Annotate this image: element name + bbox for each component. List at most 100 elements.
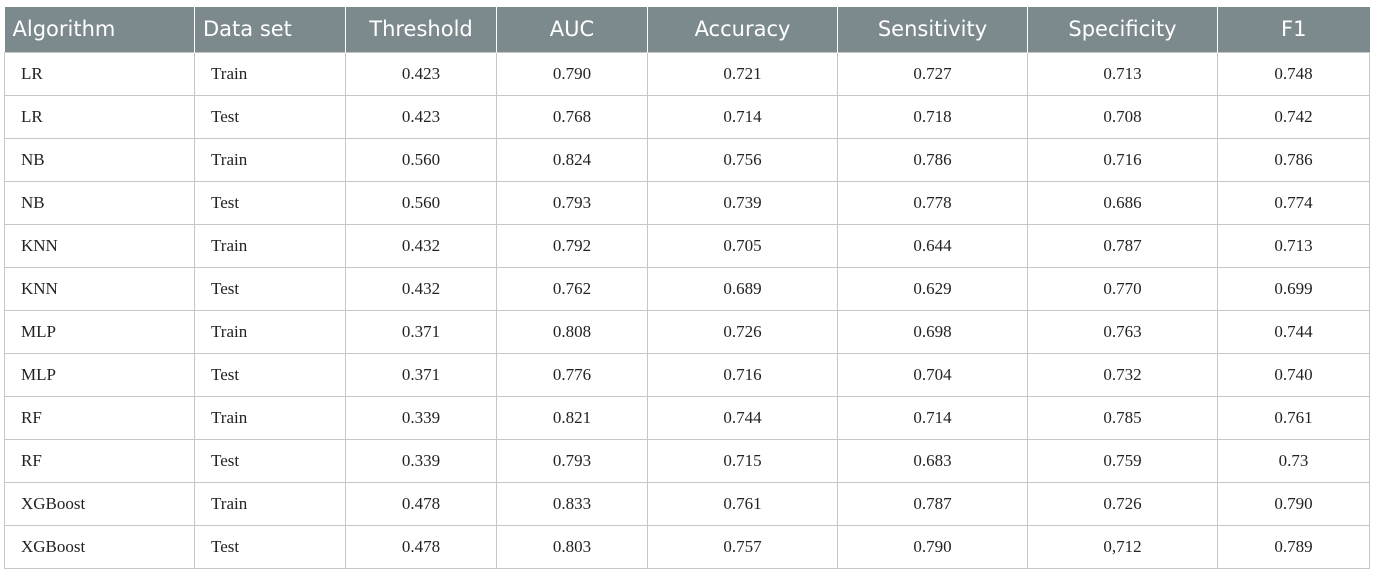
column-header-auc: AUC: [496, 7, 648, 52]
cell-sensitivity: 0.778: [837, 180, 1028, 225]
cell-auc: 0.821: [496, 395, 648, 440]
cell-auc: 0.776: [496, 352, 648, 397]
cell-f1: 0.73: [1217, 438, 1370, 483]
table-row: RF Test 0.339 0.793 0.715 0.683 0.759 0.73: [4, 438, 1370, 483]
cell-auc: 0.792: [496, 223, 648, 268]
cell-data-set: Train: [194, 395, 346, 440]
cell-data-set: Test: [194, 438, 346, 483]
cell-sensitivity: 0.714: [837, 395, 1028, 440]
cell-accuracy: 0.761: [647, 481, 838, 526]
cell-accuracy: 0.715: [647, 438, 838, 483]
cell-data-set: Train: [194, 137, 346, 182]
cell-specificity: 0,712: [1027, 524, 1218, 569]
cell-auc: 0.768: [496, 94, 648, 139]
cell-algorithm: KNN: [4, 223, 195, 268]
cell-threshold: 0.371: [345, 309, 497, 354]
cell-accuracy: 0.689: [647, 266, 838, 311]
table-body: LR Train 0.423 0.790 0.721 0.727 0.713 0.748 LR T…: [4, 51, 1370, 569]
cell-sensitivity: 0.718: [837, 94, 1028, 139]
cell-algorithm: NB: [4, 137, 195, 182]
cell-threshold: 0.423: [345, 51, 497, 96]
cell-algorithm: XGBoost: [4, 524, 195, 569]
cell-accuracy: 0.721: [647, 51, 838, 96]
cell-auc: 0.793: [496, 438, 648, 483]
table-row: RF Train 0.339 0.821 0.744 0.714 0.785 0.761: [4, 395, 1370, 440]
cell-specificity: 0.726: [1027, 481, 1218, 526]
cell-data-set: Train: [194, 223, 346, 268]
cell-accuracy: 0.705: [647, 223, 838, 268]
cell-specificity: 0.708: [1027, 94, 1218, 139]
cell-accuracy: 0.716: [647, 352, 838, 397]
column-header-accuracy: Accuracy: [647, 7, 838, 52]
cell-algorithm: LR: [4, 51, 195, 96]
cell-f1: 0.790: [1217, 481, 1370, 526]
cell-sensitivity: 0.683: [837, 438, 1028, 483]
cell-threshold: 0.339: [345, 438, 497, 483]
cell-sensitivity: 0.644: [837, 223, 1028, 268]
table-row: MLP Test 0.371 0.776 0.716 0.704 0.732 0.740: [4, 352, 1370, 397]
cell-accuracy: 0.756: [647, 137, 838, 182]
cell-accuracy: 0.726: [647, 309, 838, 354]
table-row: LR Train 0.423 0.790 0.721 0.727 0.713 0.748: [4, 51, 1370, 96]
cell-sensitivity: 0.787: [837, 481, 1028, 526]
table-row: KNN Train 0.432 0.792 0.705 0.644 0.787 0.713: [4, 223, 1370, 268]
cell-algorithm: RF: [4, 395, 195, 440]
cell-specificity: 0.713: [1027, 51, 1218, 96]
cell-auc: 0.762: [496, 266, 648, 311]
cell-threshold: 0.432: [345, 223, 497, 268]
table-row: NB Train 0.560 0.824 0.756 0.786 0.716 0.786: [4, 137, 1370, 182]
cell-specificity: 0.770: [1027, 266, 1218, 311]
cell-accuracy: 0.739: [647, 180, 838, 225]
cell-auc: 0.793: [496, 180, 648, 225]
cell-f1: 0.742: [1217, 94, 1370, 139]
cell-sensitivity: 0.704: [837, 352, 1028, 397]
cell-specificity: 0.716: [1027, 137, 1218, 182]
table-row: XGBoost Test 0.478 0.803 0.757 0.790 0,712 0.78…: [4, 524, 1370, 569]
cell-threshold: 0.371: [345, 352, 497, 397]
cell-f1: 0.789: [1217, 524, 1370, 569]
cell-f1: 0.761: [1217, 395, 1370, 440]
cell-accuracy: 0.757: [647, 524, 838, 569]
cell-threshold: 0.423: [345, 94, 497, 139]
cell-accuracy: 0.714: [647, 94, 838, 139]
cell-data-set: Train: [194, 51, 346, 96]
column-header-specificity: Specificity: [1027, 7, 1218, 52]
cell-f1: 0.699: [1217, 266, 1370, 311]
cell-data-set: Test: [194, 94, 346, 139]
cell-threshold: 0.560: [345, 180, 497, 225]
cell-sensitivity: 0.629: [837, 266, 1028, 311]
header-row: Algorithm Data set Threshold AUC Accurac…: [4, 7, 1370, 52]
cell-f1: 0.713: [1217, 223, 1370, 268]
results-table: Algorithm Data set Threshold AUC Accurac…: [4, 7, 1370, 569]
cell-data-set: Test: [194, 524, 346, 569]
cell-specificity: 0.787: [1027, 223, 1218, 268]
table-row: XGBoost Train 0.478 0.833 0.761 0.787 0.726 0.7…: [4, 481, 1370, 526]
cell-data-set: Train: [194, 481, 346, 526]
cell-data-set: Train: [194, 309, 346, 354]
column-header-threshold: Threshold: [345, 7, 497, 52]
cell-auc: 0.803: [496, 524, 648, 569]
cell-algorithm: KNN: [4, 266, 195, 311]
column-header-sensitivity: Sensitivity: [837, 7, 1028, 52]
cell-data-set: Test: [194, 180, 346, 225]
cell-threshold: 0.478: [345, 524, 497, 569]
cell-specificity: 0.785: [1027, 395, 1218, 440]
cell-threshold: 0.432: [345, 266, 497, 311]
table-header: Algorithm Data set Threshold AUC Accurac…: [4, 7, 1370, 52]
cell-algorithm: LR: [4, 94, 195, 139]
cell-f1: 0.740: [1217, 352, 1370, 397]
cell-f1: 0.748: [1217, 51, 1370, 96]
cell-auc: 0.824: [496, 137, 648, 182]
column-header-data-set: Data set: [194, 7, 346, 52]
cell-sensitivity: 0.698: [837, 309, 1028, 354]
cell-specificity: 0.732: [1027, 352, 1218, 397]
cell-specificity: 0.686: [1027, 180, 1218, 225]
cell-algorithm: RF: [4, 438, 195, 483]
cell-sensitivity: 0.790: [837, 524, 1028, 569]
column-header-f1: F1: [1217, 7, 1370, 52]
cell-algorithm: NB: [4, 180, 195, 225]
cell-algorithm: MLP: [4, 352, 195, 397]
cell-specificity: 0.763: [1027, 309, 1218, 354]
cell-threshold: 0.560: [345, 137, 497, 182]
cell-f1: 0.744: [1217, 309, 1370, 354]
